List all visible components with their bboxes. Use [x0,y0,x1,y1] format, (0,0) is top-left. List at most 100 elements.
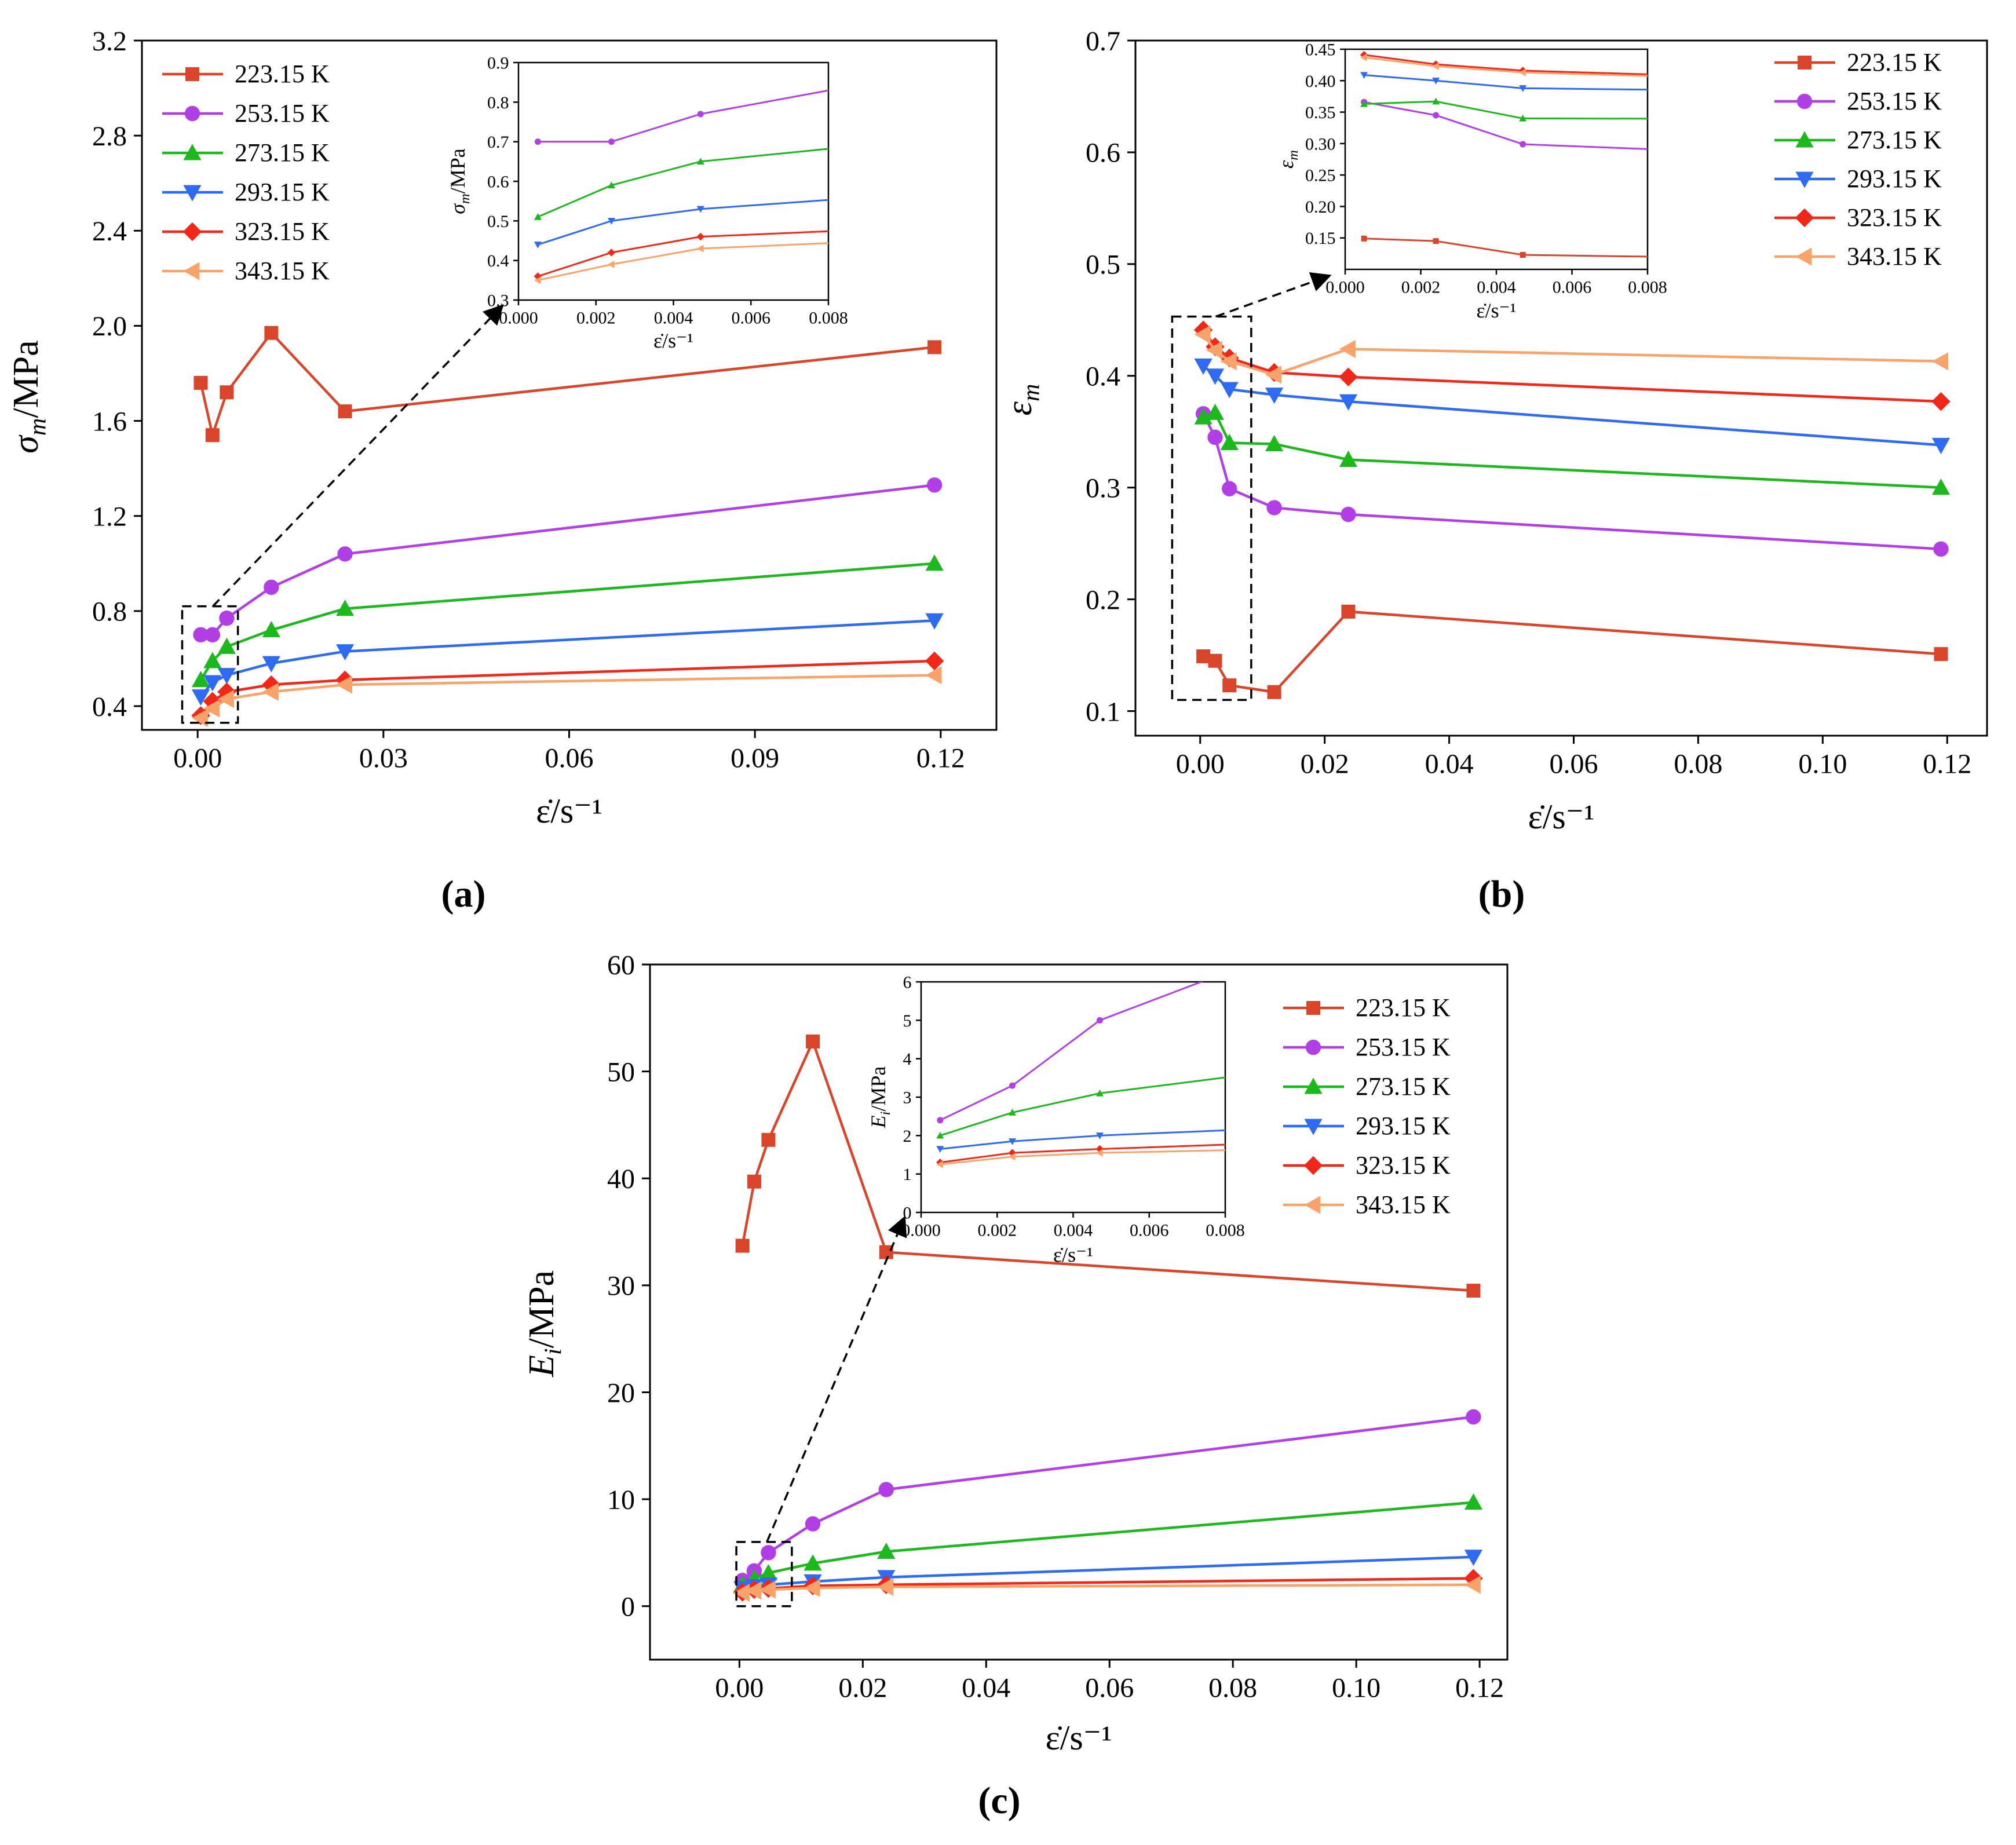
panel-c-x-tick-label: 0.12 [1455,1672,1504,1703]
panel-a-point [926,477,943,493]
panel-a-y-tick-label: 2.4 [92,216,127,247]
panel-b-inset-point [1360,53,1367,61]
panel-c-legend-marker [1304,1077,1323,1094]
panel-a-inset-y-tick-label: 0.9 [487,54,509,73]
panel-a-x-tick-label: 0.09 [731,743,779,773]
panel-b-point [1341,604,1356,619]
panel-b-legend-label: 323.15 K [1847,203,1942,232]
panel-b-point [1933,541,1949,557]
panel-b-point [1267,685,1281,699]
panel-b-inset-y-tick-label: 0.40 [1305,72,1336,91]
panel-b-point [1265,434,1284,451]
panel-c-inset-line-32315K [940,1143,1225,1164]
panel-b-inset-y-axis-label: εm [1274,150,1301,169]
panel-b-inset-line-32315K [1364,54,1648,75]
panel-a-inset-frame [517,61,830,301]
panel-a-point [264,326,279,340]
panel-c-point [735,1238,750,1253]
panel-b-inset-y-tick-label: 0.30 [1305,134,1336,154]
panel-a-inset-y-axis-label: σm/MPa [446,148,473,214]
panel-b-inset-point [1361,235,1367,242]
panel-c-x-tick-label: 0.06 [1085,1672,1134,1703]
panel-a-x-tick-label: 0.06 [545,743,594,773]
panel-b-inset-line-34315K [1364,56,1648,77]
panel-a-point [205,428,220,443]
panel-a-inset-x-tick-label: 0.000 [499,309,538,328]
panel-b: 0.00 0.02 0.04 0.06 0.08 0.10 0.12 0.1 0.2 0.3 0.4… [1000,26,1988,836]
panel-b-inset-series-group [1360,51,1648,258]
panel-b-point [1266,500,1282,516]
panel-b-inset-point [1519,85,1527,92]
panel-c-series-group [733,1034,1483,1602]
panel-a-inset-point [534,138,541,145]
panel-a-inset-point [696,244,704,253]
panel-a-point [335,600,355,616]
panel-a: 0.00 0.03 0.06 0.09 0.12 0.4 0.8 1.2 1.6 2.0 2.4 2.… [6,26,998,830]
panel-a-inset-x-axis-label: ε̇/s⁻¹ [653,329,693,352]
panel-c-point [747,1174,761,1189]
panel-c-legend-label: 343.15 K [1356,1190,1451,1219]
panel-b-inset-y-tick-label: 0.15 [1305,229,1336,248]
panel-c-x-tick-label: 0.00 [715,1672,764,1703]
panel-b-x-axis-label: ε̇/s⁻¹ [1528,798,1595,836]
panel-a-inset-point [696,206,704,213]
panel-b-point [1339,367,1358,386]
panel-a-point [193,627,209,643]
panel-c-inset-line-25315K [940,982,1204,1121]
panel-c-y-tick-label: 30 [607,1271,635,1302]
panel-c-point [759,1563,778,1580]
panel-b-y-tick-label: 0.3 [1086,473,1120,504]
panel-c-line-22315K [741,1037,1474,1292]
panel-a-legend-marker [184,105,200,122]
panel-b-inset-line-29315K [1364,74,1648,91]
panel-b-inset-point [1432,78,1440,85]
panel-a-legend-marker [182,222,202,242]
panel-a-point [262,656,280,673]
panel-c-inset-frame [920,981,1226,1214]
panel-c-inset-point [1009,1153,1016,1161]
panel-c-inset-x-tick-label: 0.004 [1054,1221,1093,1240]
panel-a-y-tick-label: 1.2 [92,501,127,532]
panel-b-point [1196,649,1211,664]
panel-c-inset-point [936,1131,944,1139]
panel-b-point [1265,366,1282,384]
panel-c-point [878,1482,894,1497]
panel-b-point [1194,408,1212,425]
panel-c-legend-label: 323.15 K [1356,1151,1451,1179]
panel-c-inset-x-tick-label: 0.008 [1206,1221,1245,1240]
panel-a-legend-label: 293.15 K [235,178,330,206]
panel-c-legend-marker [1304,1196,1321,1214]
panel-a-inset-point [697,111,704,118]
panel-c-inset-point [936,1160,944,1168]
panel-b-inset-y-tick-label: 0.35 [1305,103,1336,122]
panel-b-inset-line-27315K [1364,100,1648,120]
panel-c-point [877,1577,894,1596]
panel-a-zoom-box [181,605,239,724]
panel-b-x-tick-label: 0.02 [1301,748,1349,779]
panel-b-x-tick-label: 0.00 [1176,748,1225,779]
panel-c-inset-y-tick-label: 2 [903,1127,912,1146]
panel-a-y-axis-label: σm/MPa [6,340,52,453]
panel-a-inset-point [696,232,705,241]
panel-a-y-tick-label: 2.8 [92,121,127,152]
panel-b-inset-point [1432,62,1439,70]
panel-a-legend-marker [183,144,202,160]
panel-b-inset-frame [1344,48,1649,271]
panel-a-inset-point [696,158,704,165]
panel-b-inset-point [1520,141,1526,148]
panel-c-inset-series-group [936,982,1225,1168]
panel-a-x-tick-label: 0.03 [359,743,408,773]
panel-a-inset-point [534,242,542,249]
panel-label-b: (b) [1478,873,1525,915]
panel-b-inset-x-tick-label: 0.008 [1628,278,1667,297]
panel-b-y-tick-label: 0.4 [1086,361,1120,392]
panel-b-zoom-box [1171,315,1252,702]
panel-c-point [733,1584,750,1602]
panel-a-inset-point [608,218,615,225]
panel-a-point [204,627,221,643]
panel-a-y-tick-label: 0.4 [92,692,127,722]
panel-a-inset-y-tick-label: 0.4 [487,251,509,271]
panel-a-y-tick-label: 1.6 [92,406,127,437]
panel-c-inset-y-tick-label: 0 [903,1204,912,1223]
panel-a-inset-point [608,181,615,189]
